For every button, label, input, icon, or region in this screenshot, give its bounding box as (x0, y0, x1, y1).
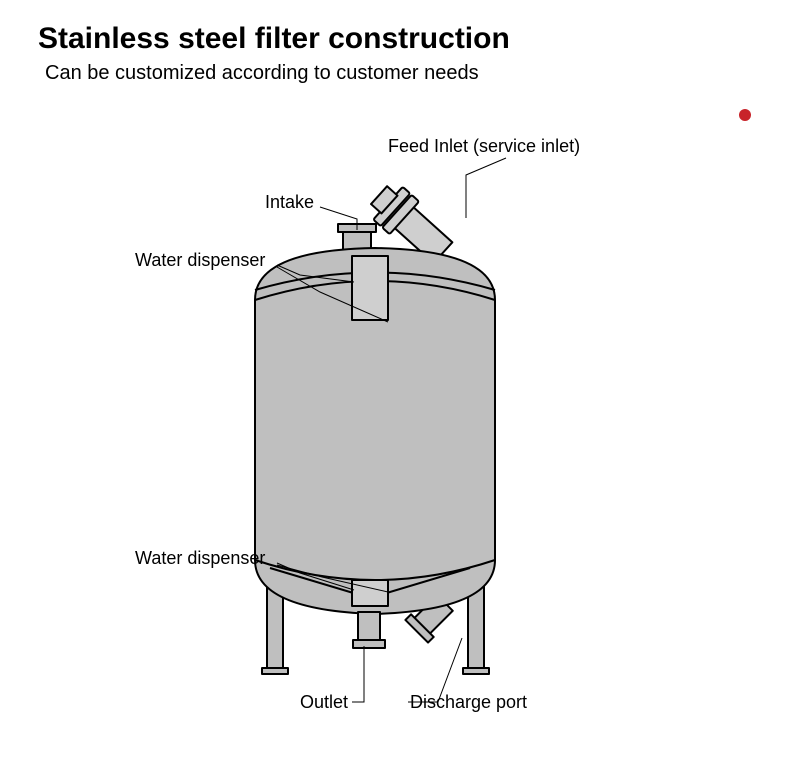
label-outlet: Outlet (300, 692, 348, 713)
leader-outlet (352, 646, 364, 702)
leader-feed-inlet (466, 158, 506, 218)
outlet-pipe (353, 612, 385, 648)
label-feed-inlet: Feed Inlet (service inlet) (388, 136, 580, 157)
label-intake: Intake (265, 192, 314, 213)
tank-assembly (255, 179, 495, 674)
water-dispenser-top (352, 256, 388, 320)
accent-dot-icon (739, 109, 751, 121)
label-water-dispenser-bottom: Water dispenser (135, 548, 265, 569)
diagram-container: Stainless steel filter construction Can … (0, 0, 790, 779)
label-discharge-port: Discharge port (410, 692, 527, 713)
label-water-dispenser-top: Water dispenser (135, 250, 265, 271)
filter-diagram-svg (0, 0, 790, 779)
